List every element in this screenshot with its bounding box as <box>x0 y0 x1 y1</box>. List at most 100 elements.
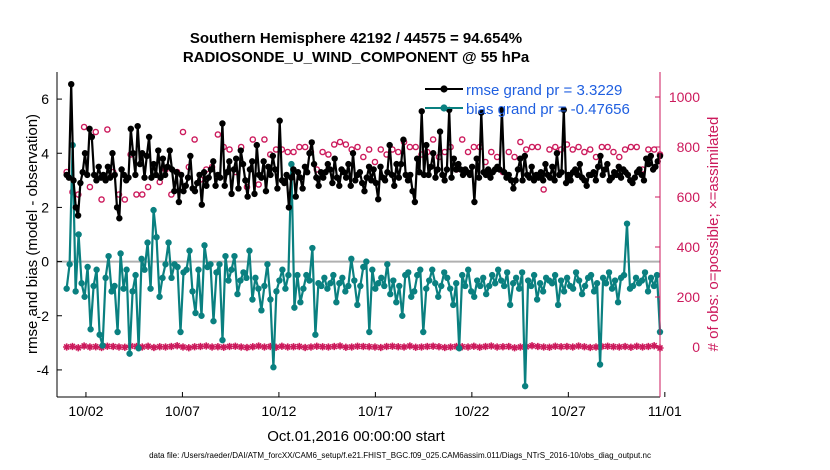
rmse-point <box>441 177 448 184</box>
bias-point <box>261 282 268 290</box>
bias-point <box>267 296 274 303</box>
obs-assimilated-point <box>272 343 280 351</box>
rmse-point <box>434 166 441 173</box>
obs-possible-point <box>86 183 94 191</box>
bias-point <box>330 271 337 279</box>
obs-assimilated-point <box>621 342 629 351</box>
bias-point <box>120 285 127 292</box>
y-right-tick-label: 200 <box>677 289 701 305</box>
x-axis-label: Oct.01,2016 00:00:00 start <box>267 428 445 445</box>
obs-possible-point <box>586 146 594 153</box>
obs-assimilated-point <box>644 342 652 351</box>
obs-assimilated-point <box>156 343 164 351</box>
rmse-point <box>258 174 265 181</box>
bias-point <box>276 277 283 284</box>
rmse-point <box>377 163 384 170</box>
obs-assimilated-point <box>627 343 635 351</box>
obs-assimilated-point <box>266 342 274 351</box>
obs-assimilated-point <box>208 343 216 351</box>
bias-point <box>99 342 106 349</box>
obs-assimilated-point <box>307 343 315 351</box>
obs-assimilated-point <box>103 342 111 350</box>
bias-point <box>240 269 247 276</box>
rmse-point <box>86 125 93 133</box>
rmse-point <box>432 174 439 181</box>
rmse-point <box>356 169 364 176</box>
rmse-point <box>636 166 643 173</box>
bias-point <box>219 336 226 344</box>
bias-point <box>192 309 199 317</box>
rmse-point <box>372 179 380 187</box>
rmse-point <box>388 171 396 179</box>
rmse-point <box>166 147 173 154</box>
rmse-point <box>457 166 464 173</box>
bias-point <box>599 274 607 282</box>
y-tick-label: -4 <box>37 362 50 378</box>
rmse-point <box>358 179 366 187</box>
obs-possible-point <box>488 148 495 156</box>
obs-possible-point <box>575 143 582 151</box>
y-axis-right-ticks: 0 200 400 600 800 1000 <box>655 89 700 355</box>
obs-assimilated-point <box>255 342 263 350</box>
bias-point <box>84 263 91 271</box>
rmse-point <box>475 174 483 181</box>
bias-point <box>432 280 439 287</box>
bias-point <box>156 293 163 300</box>
obs-assimilated-point <box>173 342 181 350</box>
rmse-point <box>583 182 590 189</box>
bias-point <box>632 274 640 282</box>
obs-assimilated-point <box>510 344 519 352</box>
bias-point <box>228 266 235 273</box>
bias-point <box>324 285 331 292</box>
bias-point <box>132 271 139 279</box>
rmse-point <box>129 150 137 157</box>
obs-possible-point <box>365 146 373 153</box>
legend-bias-marker <box>440 104 448 112</box>
bias-point <box>237 277 244 284</box>
rmse-point <box>411 198 419 206</box>
legend-rmse-label: rmse grand pr = 3.3229 <box>466 82 622 99</box>
obs-possible-point <box>179 128 187 136</box>
obs-assimilated-point <box>382 342 391 351</box>
bias-point <box>342 288 349 295</box>
rmse-point <box>342 174 350 181</box>
obs-assimilated-point <box>86 343 94 351</box>
rmse-point <box>265 163 272 170</box>
bias-point <box>387 290 394 298</box>
obs-possible-point <box>633 143 641 151</box>
obs-possible-point <box>517 138 524 146</box>
rmse-point <box>592 177 600 184</box>
obs-assimilated-point <box>499 343 507 351</box>
obs-assimilated-point <box>464 343 472 351</box>
rmse-point <box>228 190 235 198</box>
y-tick-label: 0 <box>41 254 49 270</box>
bias-point <box>360 263 367 271</box>
rmse-point <box>553 150 561 157</box>
obs-possible-point <box>371 158 379 166</box>
rmse-point <box>624 171 632 179</box>
bias-point <box>647 274 655 282</box>
bias-point <box>491 280 499 287</box>
rmse-point <box>219 120 226 127</box>
bias-point <box>536 280 544 287</box>
bias-point <box>75 231 82 238</box>
bias-point <box>282 285 289 292</box>
bias-point <box>527 282 535 290</box>
bias-point <box>596 361 604 368</box>
obs-assimilated-point <box>388 342 397 350</box>
obs-assimilated-point <box>394 343 402 351</box>
bias-point <box>417 266 424 273</box>
x-tick-label: 10/07 <box>165 403 200 419</box>
bias-point <box>258 307 265 314</box>
rmse-point <box>395 174 403 181</box>
bias-point <box>468 288 475 295</box>
bias-point <box>354 301 361 309</box>
bias-point <box>423 285 430 292</box>
rmse-point <box>347 182 354 189</box>
rmse-point <box>652 163 659 170</box>
rmse-point <box>269 152 277 160</box>
rmse-point <box>429 150 437 157</box>
bias-point <box>560 288 568 295</box>
rmse-point <box>590 169 597 176</box>
obs-assimilated-point <box>63 343 71 351</box>
